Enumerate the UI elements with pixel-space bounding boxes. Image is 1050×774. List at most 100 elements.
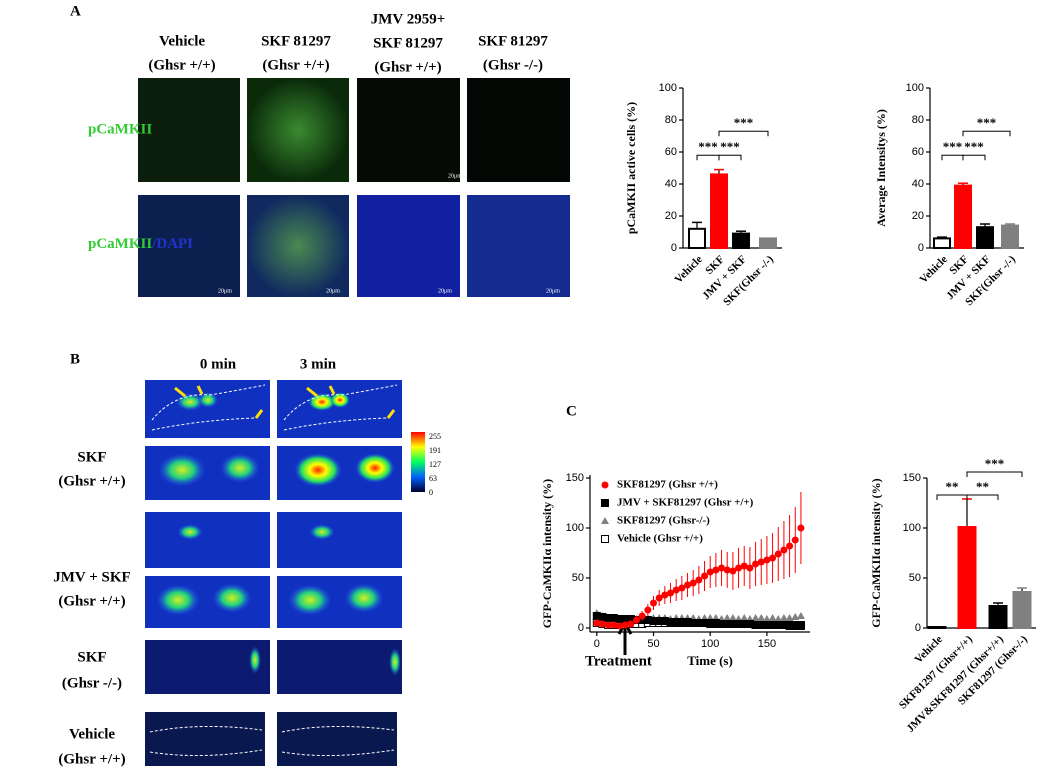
bar — [710, 173, 728, 249]
bar — [957, 526, 977, 629]
column-label: JMV 2959+ — [371, 11, 446, 27]
y-tick-label: 150 — [903, 472, 921, 484]
bar — [976, 226, 994, 249]
row-label-part: pCaMKII — [88, 236, 152, 252]
treatment-label: Treatment — [585, 653, 652, 669]
marker — [757, 614, 766, 621]
significance-bracket — [718, 130, 769, 137]
y-tick-label: 150 — [566, 472, 584, 484]
significance-bracket — [966, 471, 1023, 477]
marker — [667, 589, 675, 597]
row-label: (Ghsr +/+) — [58, 751, 125, 767]
panel-label: C — [566, 403, 577, 419]
colorbar-label: 191 — [429, 446, 441, 455]
legend-label: JMV + SKF81297 (Ghsr +/+) — [617, 497, 754, 509]
marker — [655, 594, 663, 602]
marker — [684, 581, 692, 589]
bar — [732, 232, 750, 250]
significance-bracket — [941, 154, 964, 161]
y-tick-label: 20 — [665, 210, 677, 222]
marker — [751, 614, 760, 621]
y-axis-label: GFP-CaMKIIα intensity (%) — [540, 479, 554, 628]
x-axis-label: Time (s) — [687, 653, 733, 668]
column-label: (Ghsr +/+) — [148, 57, 215, 73]
marker — [701, 572, 709, 580]
x-tick-label: Vehicle — [673, 253, 705, 285]
marker — [729, 567, 737, 575]
marker — [762, 615, 771, 622]
bar — [1012, 591, 1032, 629]
y-tick-label: 100 — [566, 522, 584, 534]
marker — [786, 542, 794, 550]
column-label: (Ghsr +/+) — [374, 59, 441, 75]
legend-marker — [601, 535, 609, 543]
marker — [672, 586, 680, 594]
colorbar-label: 255 — [429, 432, 441, 441]
y-tick-label: 100 — [906, 82, 924, 94]
marker — [689, 579, 697, 587]
colorbar-label: 127 — [429, 460, 441, 469]
legend-marker — [601, 481, 609, 489]
marker — [728, 614, 737, 621]
marker — [796, 612, 805, 619]
marker — [621, 621, 629, 629]
y-tick-label: 0 — [915, 622, 921, 634]
marker — [796, 622, 805, 630]
row-label: (Ghsr -/-) — [62, 675, 122, 691]
bar — [759, 237, 777, 249]
marker — [768, 614, 777, 621]
significance-label: *** — [720, 139, 740, 154]
marker — [769, 554, 777, 562]
marker — [695, 576, 703, 584]
marker — [746, 564, 754, 572]
row-label: SKF — [77, 649, 106, 665]
marker — [723, 566, 731, 574]
x-tick-label: 0 — [594, 638, 600, 650]
marker — [779, 614, 788, 621]
y-axis-label: pCaMKII active cells (%) — [624, 102, 638, 234]
time-label: 3 min — [300, 356, 337, 372]
y-tick-label: 0 — [918, 242, 924, 254]
significance-label: ** — [946, 479, 959, 494]
bar — [933, 237, 951, 249]
x-tick-label: 50 — [647, 638, 659, 650]
scale-bar-label: 20μm — [448, 173, 462, 179]
marker — [627, 620, 635, 628]
marker — [712, 566, 720, 574]
marker — [615, 622, 623, 630]
time-label: 0 min — [200, 356, 237, 372]
panel-label: B — [70, 351, 80, 367]
significance-bracket — [718, 154, 742, 161]
y-tick-label: 60 — [912, 146, 924, 158]
y-tick-label: 80 — [912, 114, 924, 126]
row-label: (Ghsr +/+) — [58, 473, 125, 489]
significance-label: *** — [943, 139, 963, 154]
column-label: (Ghsr +/+) — [262, 57, 329, 73]
marker — [598, 620, 606, 628]
colorbar-label: 63 — [429, 474, 437, 483]
significance-label: *** — [985, 456, 1005, 471]
y-tick-label: 50 — [572, 572, 584, 584]
y-tick-label: 0 — [671, 242, 677, 254]
scale-bar-label: 20μm — [438, 288, 452, 294]
marker — [763, 556, 771, 564]
marker — [593, 619, 601, 627]
bar — [927, 626, 947, 629]
scale-bar-label: 20μm — [326, 288, 340, 294]
marker — [785, 614, 794, 621]
legend-label: Vehicle (Ghsr +/+) — [617, 533, 703, 545]
marker — [718, 564, 726, 572]
row-label: pCaMKII — [88, 121, 152, 137]
marker — [638, 612, 646, 620]
column-label: Vehicle — [159, 33, 205, 49]
marker — [678, 584, 686, 592]
y-tick-label: 0 — [578, 622, 584, 634]
row-label: (Ghsr +/+) — [58, 593, 125, 609]
marker — [791, 536, 799, 544]
x-tick-label: 100 — [701, 638, 719, 650]
marker — [735, 564, 743, 572]
row-label: JMV + SKF — [53, 569, 130, 585]
marker — [706, 568, 714, 576]
